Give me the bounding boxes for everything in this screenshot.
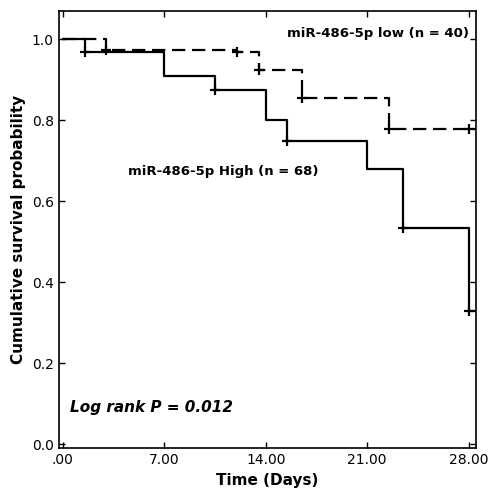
Text: miR-486-5p low (n = 40): miR-486-5p low (n = 40): [288, 27, 470, 40]
Y-axis label: Cumulative survival probability: Cumulative survival probability: [11, 95, 26, 364]
Text: miR-486-5p High (n = 68): miR-486-5p High (n = 68): [128, 165, 318, 178]
Text: Log rank P = 0.012: Log rank P = 0.012: [70, 400, 233, 415]
X-axis label: Time (Days): Time (Days): [216, 473, 318, 488]
